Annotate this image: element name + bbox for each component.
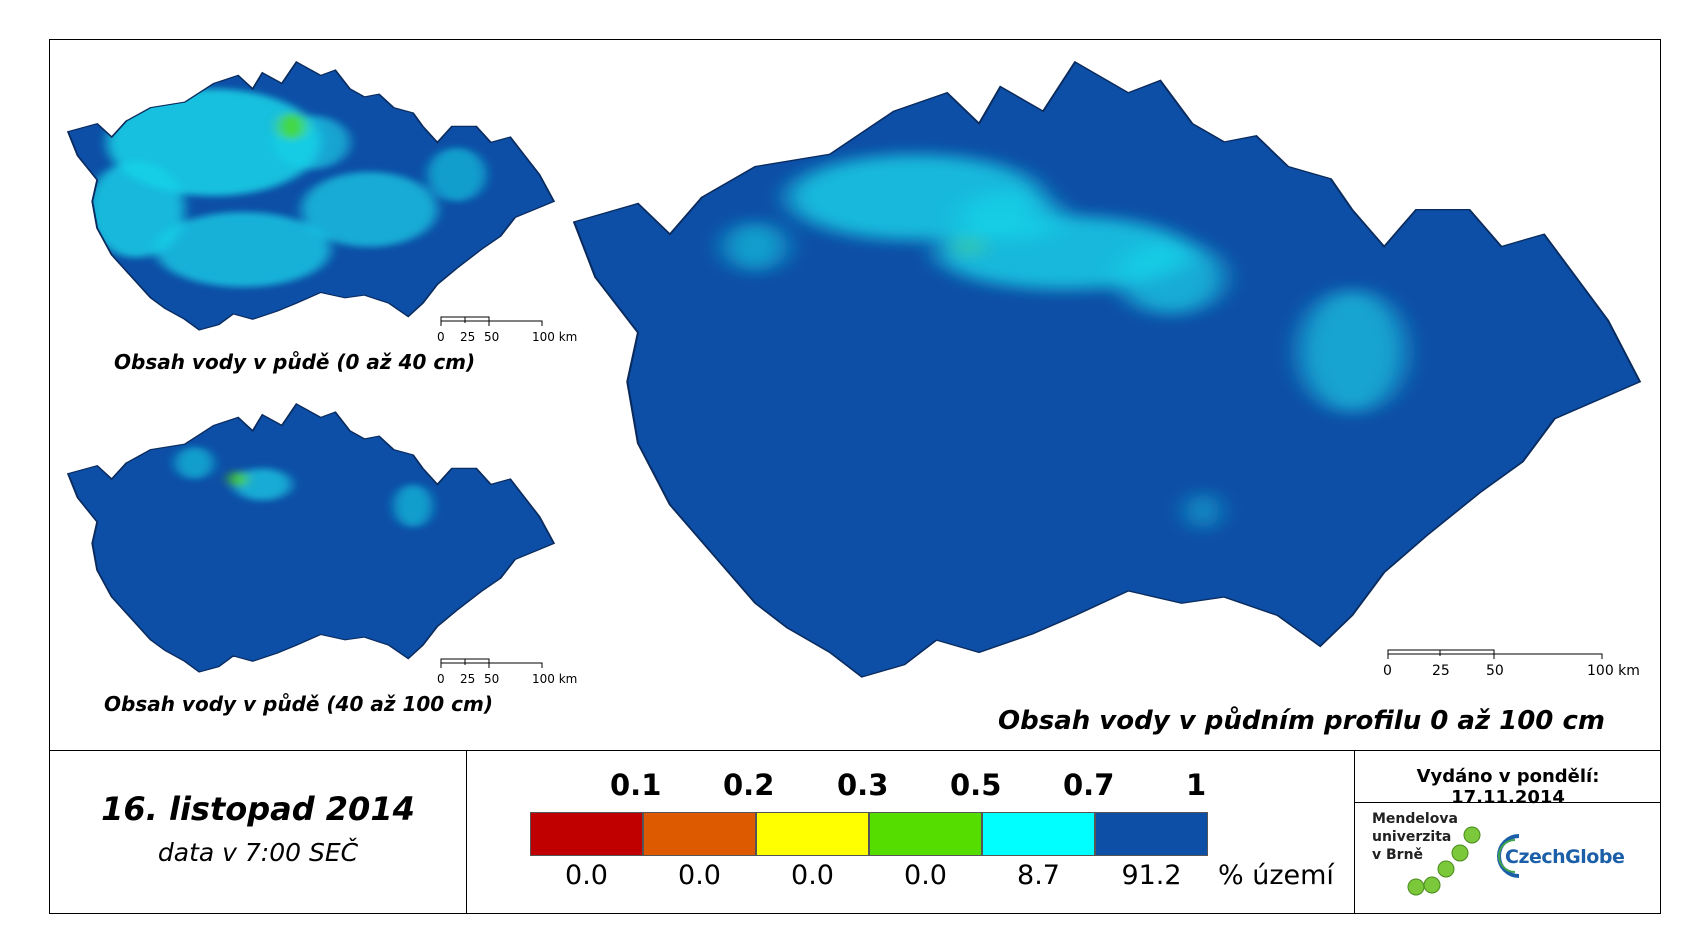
legend-swatch-4 <box>982 812 1095 856</box>
scale-label-0: 0 <box>1383 663 1392 679</box>
legend-threshold-3: 0.5 <box>950 768 1002 802</box>
scale-label-100: 100 km <box>532 330 578 344</box>
soil-water-40-100-map <box>68 404 554 672</box>
legend-threshold-1: 0.2 <box>723 768 775 802</box>
mendel-logo-line2: univerzita <box>1372 829 1452 845</box>
map-title-main: Obsah vody v půdním profilu 0 až 100 cm <box>998 706 1605 736</box>
map-title-0-40: Obsah vody v půdě (0 až 40 cm) <box>114 350 476 374</box>
legend-percent-1: 0.0 <box>678 860 721 891</box>
scale-label-50: 50 <box>484 672 500 686</box>
legend-percent-5: 91.2 <box>1121 860 1182 891</box>
footer-divider-left <box>466 750 467 914</box>
soil-water-0-100-map <box>574 62 1640 677</box>
soil-water-0-40-map <box>68 62 554 330</box>
legend-swatch-1 <box>643 812 756 856</box>
legend-swatch-2 <box>756 812 869 856</box>
legend-unit: % území <box>1218 860 1334 891</box>
scale-label-0: 0 <box>437 330 445 344</box>
scale-label-25: 25 <box>460 672 476 686</box>
legend-percent-3: 0.0 <box>904 860 947 891</box>
scale-label-25: 25 <box>1432 663 1450 679</box>
map-frame <box>49 39 1661 914</box>
legend-percent-4: 8.7 <box>1017 860 1060 891</box>
issued-date: Vydáno v pondělí: 17.11.2014 <box>1416 766 1600 808</box>
legend-threshold-0: 0.1 <box>610 768 662 802</box>
scale-label-50: 50 <box>1486 663 1504 679</box>
mendel-logo-line3: v Brně <box>1372 847 1424 863</box>
czechglobe-arc-icon <box>1497 834 1520 878</box>
czechglobe-logo: CzechGlobe <box>1505 846 1625 868</box>
scale-label-0: 0 <box>437 672 445 686</box>
scale-label-25: 25 <box>460 330 476 344</box>
legend-swatch-3 <box>869 812 982 856</box>
scale-label-100: 100 km <box>532 672 578 686</box>
footer-divider-right <box>1354 750 1355 914</box>
map-title-40-100: Obsah vody v půdě (40 až 100 cm) <box>104 692 493 716</box>
scale-label-100: 100 km <box>1587 663 1640 679</box>
data-time: data v 7:00 SEČ <box>157 838 359 867</box>
legend-swatch-5 <box>1095 812 1208 856</box>
legend-percent-0: 0.0 <box>565 860 608 891</box>
legend-percent-2: 0.0 <box>791 860 834 891</box>
legend-threshold-2: 0.3 <box>837 768 889 802</box>
scale-label-50: 50 <box>484 330 500 344</box>
footer-divider-issued <box>1354 802 1661 803</box>
footer-divider <box>49 750 1661 751</box>
issue-date: 16. listopad 2014 <box>101 790 415 828</box>
mendel-logo-line1: Mendelova <box>1372 811 1458 827</box>
legend-swatch-0 <box>530 812 643 856</box>
mendel-university-logo: Mendelova univerzita v Brně <box>1372 810 1458 864</box>
mendel-dots-icon <box>1407 826 1481 896</box>
legend-threshold-4: 0.7 <box>1063 768 1115 802</box>
legend-threshold-5: 1 <box>1186 768 1207 802</box>
